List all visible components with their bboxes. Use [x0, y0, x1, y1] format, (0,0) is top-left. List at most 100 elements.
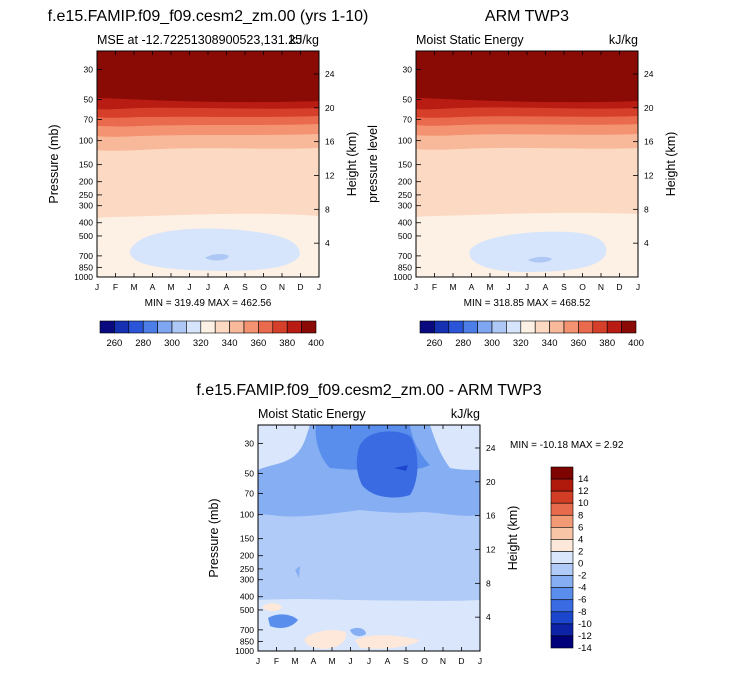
- colorbar-swatch: [434, 320, 450, 334]
- y-tick-label: 250: [240, 564, 254, 574]
- y-tick-label: 400: [79, 218, 93, 228]
- panel-obs-title: ARM TWP3: [485, 8, 569, 25]
- y-tick-label: 100: [79, 136, 93, 146]
- y-tick-label: 50: [245, 469, 255, 479]
- colorbar-label: 320: [513, 338, 529, 349]
- x-tick-label: M: [486, 282, 493, 292]
- y-tick-label: 400: [398, 218, 412, 228]
- panel-obs-units: kJ/kg: [609, 33, 638, 47]
- y-tick-label-right: 16: [325, 137, 335, 147]
- x-tick-label: F: [274, 656, 279, 666]
- colorbar-swatch: [550, 514, 574, 528]
- colorbar-swatch: [258, 320, 274, 334]
- x-tick-label: N: [440, 656, 446, 666]
- x-tick-label: A: [385, 656, 391, 666]
- colorbar-swatch: [477, 320, 493, 334]
- x-tick-label: J: [348, 656, 352, 666]
- colorbar-swatch: [550, 478, 574, 492]
- y-tick-label: 30: [84, 64, 94, 74]
- y-tick-label: 200: [79, 177, 93, 187]
- y-tick-label: 500: [79, 231, 93, 241]
- colorbar-swatch: [550, 599, 574, 613]
- x-tick-label: J: [506, 282, 510, 292]
- colorbar-swatch: [520, 320, 536, 334]
- colorbar-swatch: [286, 320, 302, 334]
- y-tick-label-right: 4: [325, 238, 330, 248]
- x-tick-label: M: [130, 282, 137, 292]
- colorbar-swatch: [550, 575, 574, 588]
- x-tick-label: F: [113, 282, 118, 292]
- colorbar-swatch: [550, 623, 574, 637]
- colorbar-swatch: [301, 320, 317, 334]
- colorbar-swatch: [550, 635, 574, 649]
- colorbar-label: -8: [578, 607, 586, 618]
- x-tick-label: J: [414, 282, 418, 292]
- y-tick-label: 100: [398, 136, 412, 146]
- y-tick-label-right: 4: [644, 238, 649, 248]
- colorbar-swatch: [491, 320, 507, 334]
- x-tick-label: F: [432, 282, 437, 292]
- x-tick-label: M: [167, 282, 174, 292]
- colorbar-label: 320: [193, 338, 209, 349]
- x-tick-label: S: [561, 282, 567, 292]
- x-tick-label: N: [598, 282, 604, 292]
- y-tick-label: 1000: [235, 646, 254, 656]
- colorbar-swatch: [550, 527, 574, 540]
- colorbar-swatch: [114, 320, 130, 334]
- panel-obs-ylabel: pressure level: [366, 125, 380, 203]
- x-tick-label: A: [469, 282, 475, 292]
- x-tick-label: O: [421, 656, 428, 666]
- colorbar-swatch: [550, 502, 574, 516]
- x-tick-label: A: [224, 282, 230, 292]
- colorbar-label: 360: [570, 338, 586, 349]
- x-tick-label: D: [616, 282, 622, 292]
- panel-model-ylabel: Pressure (mb): [47, 124, 61, 203]
- y-tick-label: 300: [79, 201, 93, 211]
- colorbar-swatch: [550, 539, 574, 552]
- colorbar-swatch: [550, 611, 574, 625]
- y-tick-label-right: 20: [644, 103, 654, 113]
- y-tick-label: 30: [403, 64, 413, 74]
- panel-obs-ylabel-right: Height (km): [664, 132, 678, 197]
- colorbar-swatch: [142, 320, 158, 334]
- colorbar-swatch: [506, 320, 522, 334]
- panel-diff-title: f.e15.FAMIP.f09_f09.cesm2_zm.00 - ARM TW…: [196, 382, 541, 399]
- y-tick-label: 200: [240, 551, 254, 561]
- colorbar-swatch: [186, 320, 202, 334]
- panel-diff-ylabel: Pressure (mb): [207, 498, 221, 577]
- y-tick-label: 70: [245, 489, 255, 499]
- colorbar-label: 400: [308, 338, 324, 349]
- y-tick-label-right: 24: [644, 69, 654, 79]
- y-tick-label: 850: [79, 262, 93, 272]
- y-tick-label-right: 16: [644, 137, 654, 147]
- x-tick-label: M: [291, 656, 298, 666]
- panel-model-colorbar: 260 280 300 320 340 360 380 400: [99, 320, 324, 349]
- y-tick-label: 300: [240, 575, 254, 585]
- colorbar-swatch: [578, 320, 594, 334]
- x-tick-label: S: [242, 282, 248, 292]
- y-tick-label: 850: [240, 636, 254, 646]
- y-tick-label: 70: [403, 115, 413, 125]
- y-tick-label: 150: [79, 160, 93, 170]
- y-tick-label: 700: [240, 625, 254, 635]
- x-tick-label: J: [206, 282, 210, 292]
- colorbar-swatch: [419, 320, 435, 334]
- x-tick-label: A: [311, 656, 317, 666]
- panel-obs-stats: MIN = 318.85 MAX = 468.52: [464, 298, 591, 309]
- colorbar-label: 280: [455, 338, 471, 349]
- x-tick-label: S: [403, 656, 409, 666]
- panel-diff-subtitle: Moist Static Energy: [258, 407, 366, 421]
- panel-model-units: kJ/kg: [290, 33, 319, 47]
- colorbar-swatch: [272, 320, 288, 334]
- colorbar-label: -4: [578, 583, 586, 594]
- colorbar-swatch: [621, 320, 637, 334]
- x-tick-label: J: [95, 282, 99, 292]
- colorbar-swatch: [550, 490, 574, 504]
- colorbar-swatch: [229, 320, 245, 334]
- y-tick-label-right: 16: [486, 511, 496, 521]
- colorbar-swatch: [448, 320, 464, 334]
- colorbar-swatch: [549, 320, 565, 334]
- panel-model-ylabel-right: Height (km): [345, 132, 359, 197]
